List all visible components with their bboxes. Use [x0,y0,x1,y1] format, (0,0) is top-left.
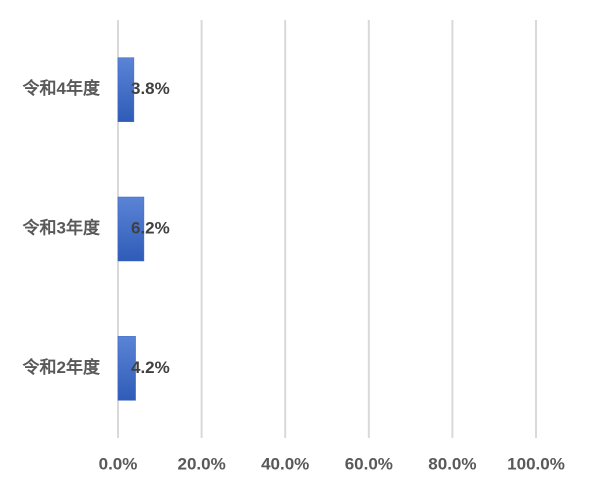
y-tick-label: 令和4年度 [23,78,101,98]
x-tick-label: 100.0% [507,454,565,473]
bar [117,196,145,262]
x-tick-label: 0.0% [99,454,138,473]
x-tick-label: 20.0% [177,454,225,473]
x-tick-label: 40.0% [261,454,309,473]
y-tick-label: 令和3年度 [23,217,101,237]
data-label: 4.2% [131,358,170,377]
x-tick-label: 60.0% [345,454,393,473]
bar [117,336,136,401]
data-label: 6.2% [131,218,170,237]
x-tick-label: 80.0% [428,454,476,473]
bar [117,57,135,122]
data-label: 3.8% [131,79,170,98]
y-tick-label: 令和2年度 [23,357,101,377]
